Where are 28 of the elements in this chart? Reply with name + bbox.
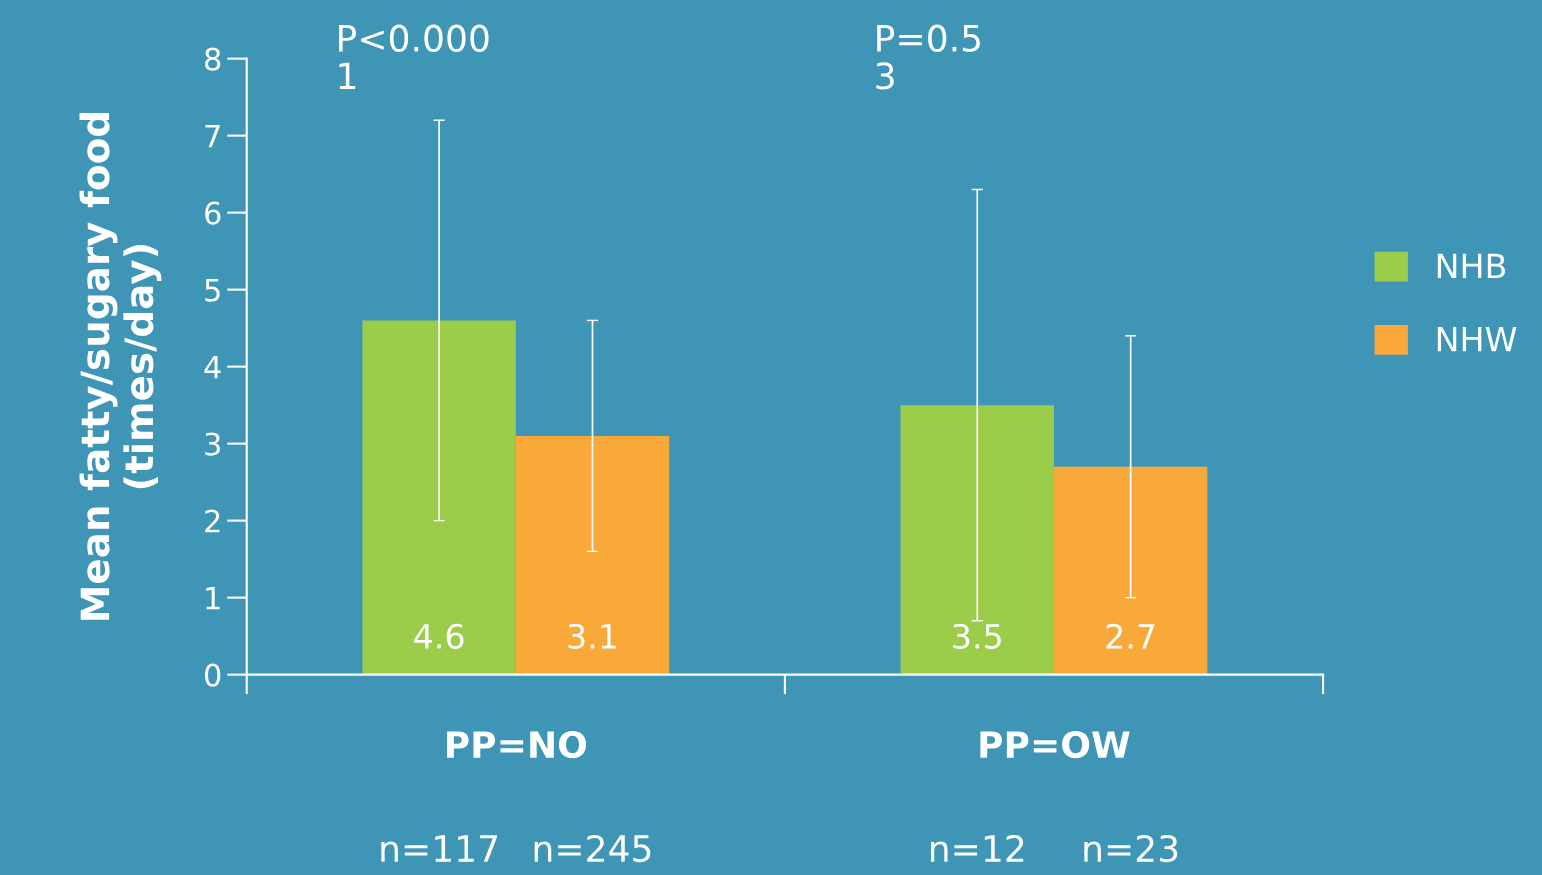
data-label: 4.6 [414, 623, 464, 649]
y-tick-label: 5 [205, 278, 220, 302]
data-label: 3.1 [568, 623, 616, 649]
annotation: P<0.000 1 [339, 24, 489, 90]
y-axis-title: Mean fatty/sugary food (times/day) [79, 113, 162, 620]
y-tick-label: 0 [204, 663, 221, 687]
data-label: 2.7 [1106, 623, 1155, 649]
bar [362, 320, 516, 675]
y-tick-label: 2 [205, 509, 220, 533]
bar [900, 405, 1054, 675]
y-tick-label: 1 [206, 586, 220, 610]
y-tick-label: 6 [205, 201, 221, 225]
text: n=117 [381, 835, 498, 862]
data-label: 3.5 [953, 623, 1001, 649]
legend-label: NHW [1437, 327, 1517, 352]
annotation: P=0.5 3 [876, 24, 980, 90]
bar [1053, 466, 1208, 675]
text: n=245 [534, 834, 651, 863]
y-tick-label: 7 [205, 124, 220, 148]
y-tick-label: 3 [205, 432, 220, 456]
legend-label: NHB [1437, 253, 1506, 279]
text: n=23 [1084, 834, 1178, 863]
y-tick-label: 4 [204, 355, 221, 379]
y-tick-label: 8 [205, 47, 221, 71]
x-tick-label: PP=OW [980, 730, 1130, 759]
text: n=12 [931, 834, 1024, 862]
x-tick-label: PP=NO [447, 730, 587, 759]
bar [515, 435, 670, 675]
